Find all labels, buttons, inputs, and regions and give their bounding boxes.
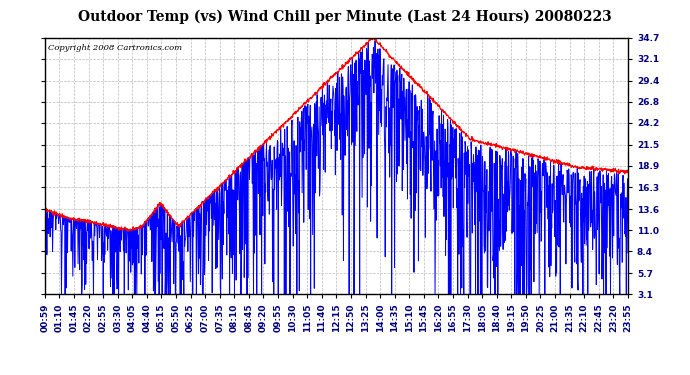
- Text: Outdoor Temp (vs) Wind Chill per Minute (Last 24 Hours) 20080223: Outdoor Temp (vs) Wind Chill per Minute …: [78, 9, 612, 24]
- Text: Copyright 2008 Cartronics.com: Copyright 2008 Cartronics.com: [48, 44, 182, 52]
